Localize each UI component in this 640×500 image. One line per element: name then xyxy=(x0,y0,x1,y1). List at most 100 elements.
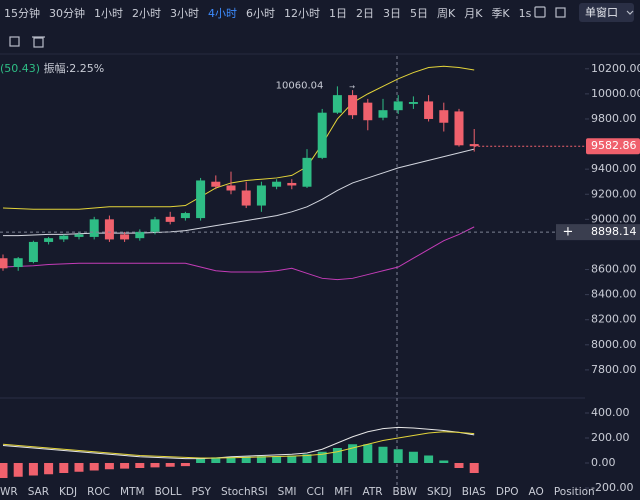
window-mode-button[interactable]: 单窗口 xyxy=(579,3,634,22)
y-tick-label: 10200.00 xyxy=(591,62,640,75)
candle-body xyxy=(150,219,160,232)
candle-body xyxy=(59,235,69,240)
indicator-tab[interactable]: SAR xyxy=(27,486,50,498)
indicator-tab[interactable]: KDJ xyxy=(59,486,78,498)
candle-body xyxy=(469,144,479,147)
indicator-tab[interactable]: PSY xyxy=(191,486,211,498)
crosshair-box xyxy=(556,224,640,241)
histogram-bar xyxy=(256,456,266,463)
interval-tab[interactable]: 1小时 xyxy=(94,7,123,20)
interval-tab[interactable]: 2小时 xyxy=(132,7,161,20)
candle-body xyxy=(454,111,464,146)
candle-body xyxy=(256,185,266,206)
interval-tab[interactable]: 12小时 xyxy=(284,7,320,20)
indicator-tab[interactable]: CCI xyxy=(306,486,325,498)
histogram-bar xyxy=(439,460,449,463)
interval-tab[interactable]: 季K xyxy=(491,7,510,20)
indicator-tab[interactable]: DPO xyxy=(495,486,519,498)
y-tick-label: 9400.00 xyxy=(591,162,637,175)
y-tick-label: 10000.00 xyxy=(591,87,640,100)
interval-tab[interactable]: 4小时 xyxy=(208,7,237,20)
histogram-bar xyxy=(393,449,403,463)
indicator-tab[interactable]: MFI xyxy=(334,486,353,498)
indicator-tab[interactable]: Position xyxy=(553,486,595,498)
histogram-bar xyxy=(135,463,145,468)
icon-delete[interactable] xyxy=(33,37,44,48)
candle-body xyxy=(28,241,38,263)
indicator-line xyxy=(3,148,475,237)
candle-body xyxy=(378,110,388,118)
interval-tab[interactable]: 2日 xyxy=(356,7,374,20)
info-line: (50.43) 振幅:2.25% xyxy=(0,60,104,76)
candle-body xyxy=(120,234,130,240)
indicator-tab[interactable]: SKDJ xyxy=(426,486,452,498)
indicator-tab[interactable]: StochRSI xyxy=(220,486,268,498)
interval-tab[interactable]: 30分钟 xyxy=(49,7,85,20)
indicator-tab[interactable]: BIAS xyxy=(461,486,486,498)
interval-tab[interactable]: 月K xyxy=(464,7,483,20)
candle-body xyxy=(13,258,23,268)
indicator-tab[interactable]: ATR xyxy=(362,486,383,498)
interval-tab[interactable]: 1s xyxy=(518,6,532,20)
candle-body xyxy=(0,258,8,269)
histogram-bar xyxy=(469,463,479,473)
histogram-bar xyxy=(0,463,8,478)
histogram-bar xyxy=(74,463,84,472)
icon-share[interactable] xyxy=(9,36,20,47)
indicator-tab[interactable]: ROC xyxy=(87,486,111,498)
histogram-bar xyxy=(211,457,221,463)
dropdown-arrow[interactable] xyxy=(626,10,634,15)
interval-tab[interactable]: 周K xyxy=(437,7,456,20)
interval-tab[interactable]: 3日 xyxy=(383,7,401,20)
info-amplitude: 振幅:2.25% xyxy=(43,62,105,75)
y-tick-label: 8000.00 xyxy=(591,338,637,351)
histogram-bar xyxy=(120,463,130,469)
interval-tab[interactable]: 3小时 xyxy=(170,7,199,20)
annotation-arrow: → xyxy=(349,83,355,91)
indicator-tab[interactable]: MTM xyxy=(120,486,145,498)
histogram-bar xyxy=(150,463,160,468)
candle-body xyxy=(104,219,114,240)
icon-fullscreen[interactable] xyxy=(555,7,566,18)
histogram-bar xyxy=(272,456,282,463)
interval-tab[interactable]: 5日 xyxy=(410,7,428,20)
indicator-line xyxy=(2,226,475,281)
histogram-bar xyxy=(287,455,297,463)
candle-body xyxy=(348,95,358,116)
indicator-tab[interactable]: BBW xyxy=(392,486,417,498)
indicator-tab[interactable]: BOLL xyxy=(154,486,182,498)
crosshair-label: 8898.14 xyxy=(591,225,637,238)
interval-tab[interactable]: 1日 xyxy=(329,7,347,20)
candle-body xyxy=(439,110,449,123)
histogram-bar xyxy=(165,463,175,467)
y-tick-label: 200.00 xyxy=(591,431,630,444)
candle-body xyxy=(211,181,221,187)
histogram-bar xyxy=(302,454,312,463)
candle-body xyxy=(44,238,54,242)
histogram-bar xyxy=(180,463,190,467)
indicator-tab[interactable]: SMI xyxy=(277,486,297,498)
candle-body xyxy=(424,101,434,119)
indicator-tab[interactable]: AO xyxy=(528,486,544,498)
histogram-bar xyxy=(104,463,114,470)
histogram-bar xyxy=(363,444,373,463)
info-value: (50.43) xyxy=(0,62,41,75)
candle-body xyxy=(196,180,206,219)
histogram-bar xyxy=(44,463,54,475)
interval-tab[interactable]: 15分钟 xyxy=(4,7,40,20)
interval-tab[interactable]: 6小时 xyxy=(246,7,275,20)
candle-body xyxy=(89,219,99,237)
toolbar-icons xyxy=(9,6,634,48)
icon-settings[interactable] xyxy=(534,6,546,18)
histogram-bar xyxy=(332,448,342,463)
candle-body xyxy=(302,157,312,187)
histogram-bar xyxy=(28,463,38,476)
histogram-bar xyxy=(424,455,434,463)
y-tick-label: 9800.00 xyxy=(591,112,637,125)
y-tick-label: 400.00 xyxy=(591,406,630,419)
candle-body xyxy=(272,181,282,187)
indicator-tab[interactable]: WR xyxy=(0,486,18,498)
histogram-bar xyxy=(378,446,388,463)
